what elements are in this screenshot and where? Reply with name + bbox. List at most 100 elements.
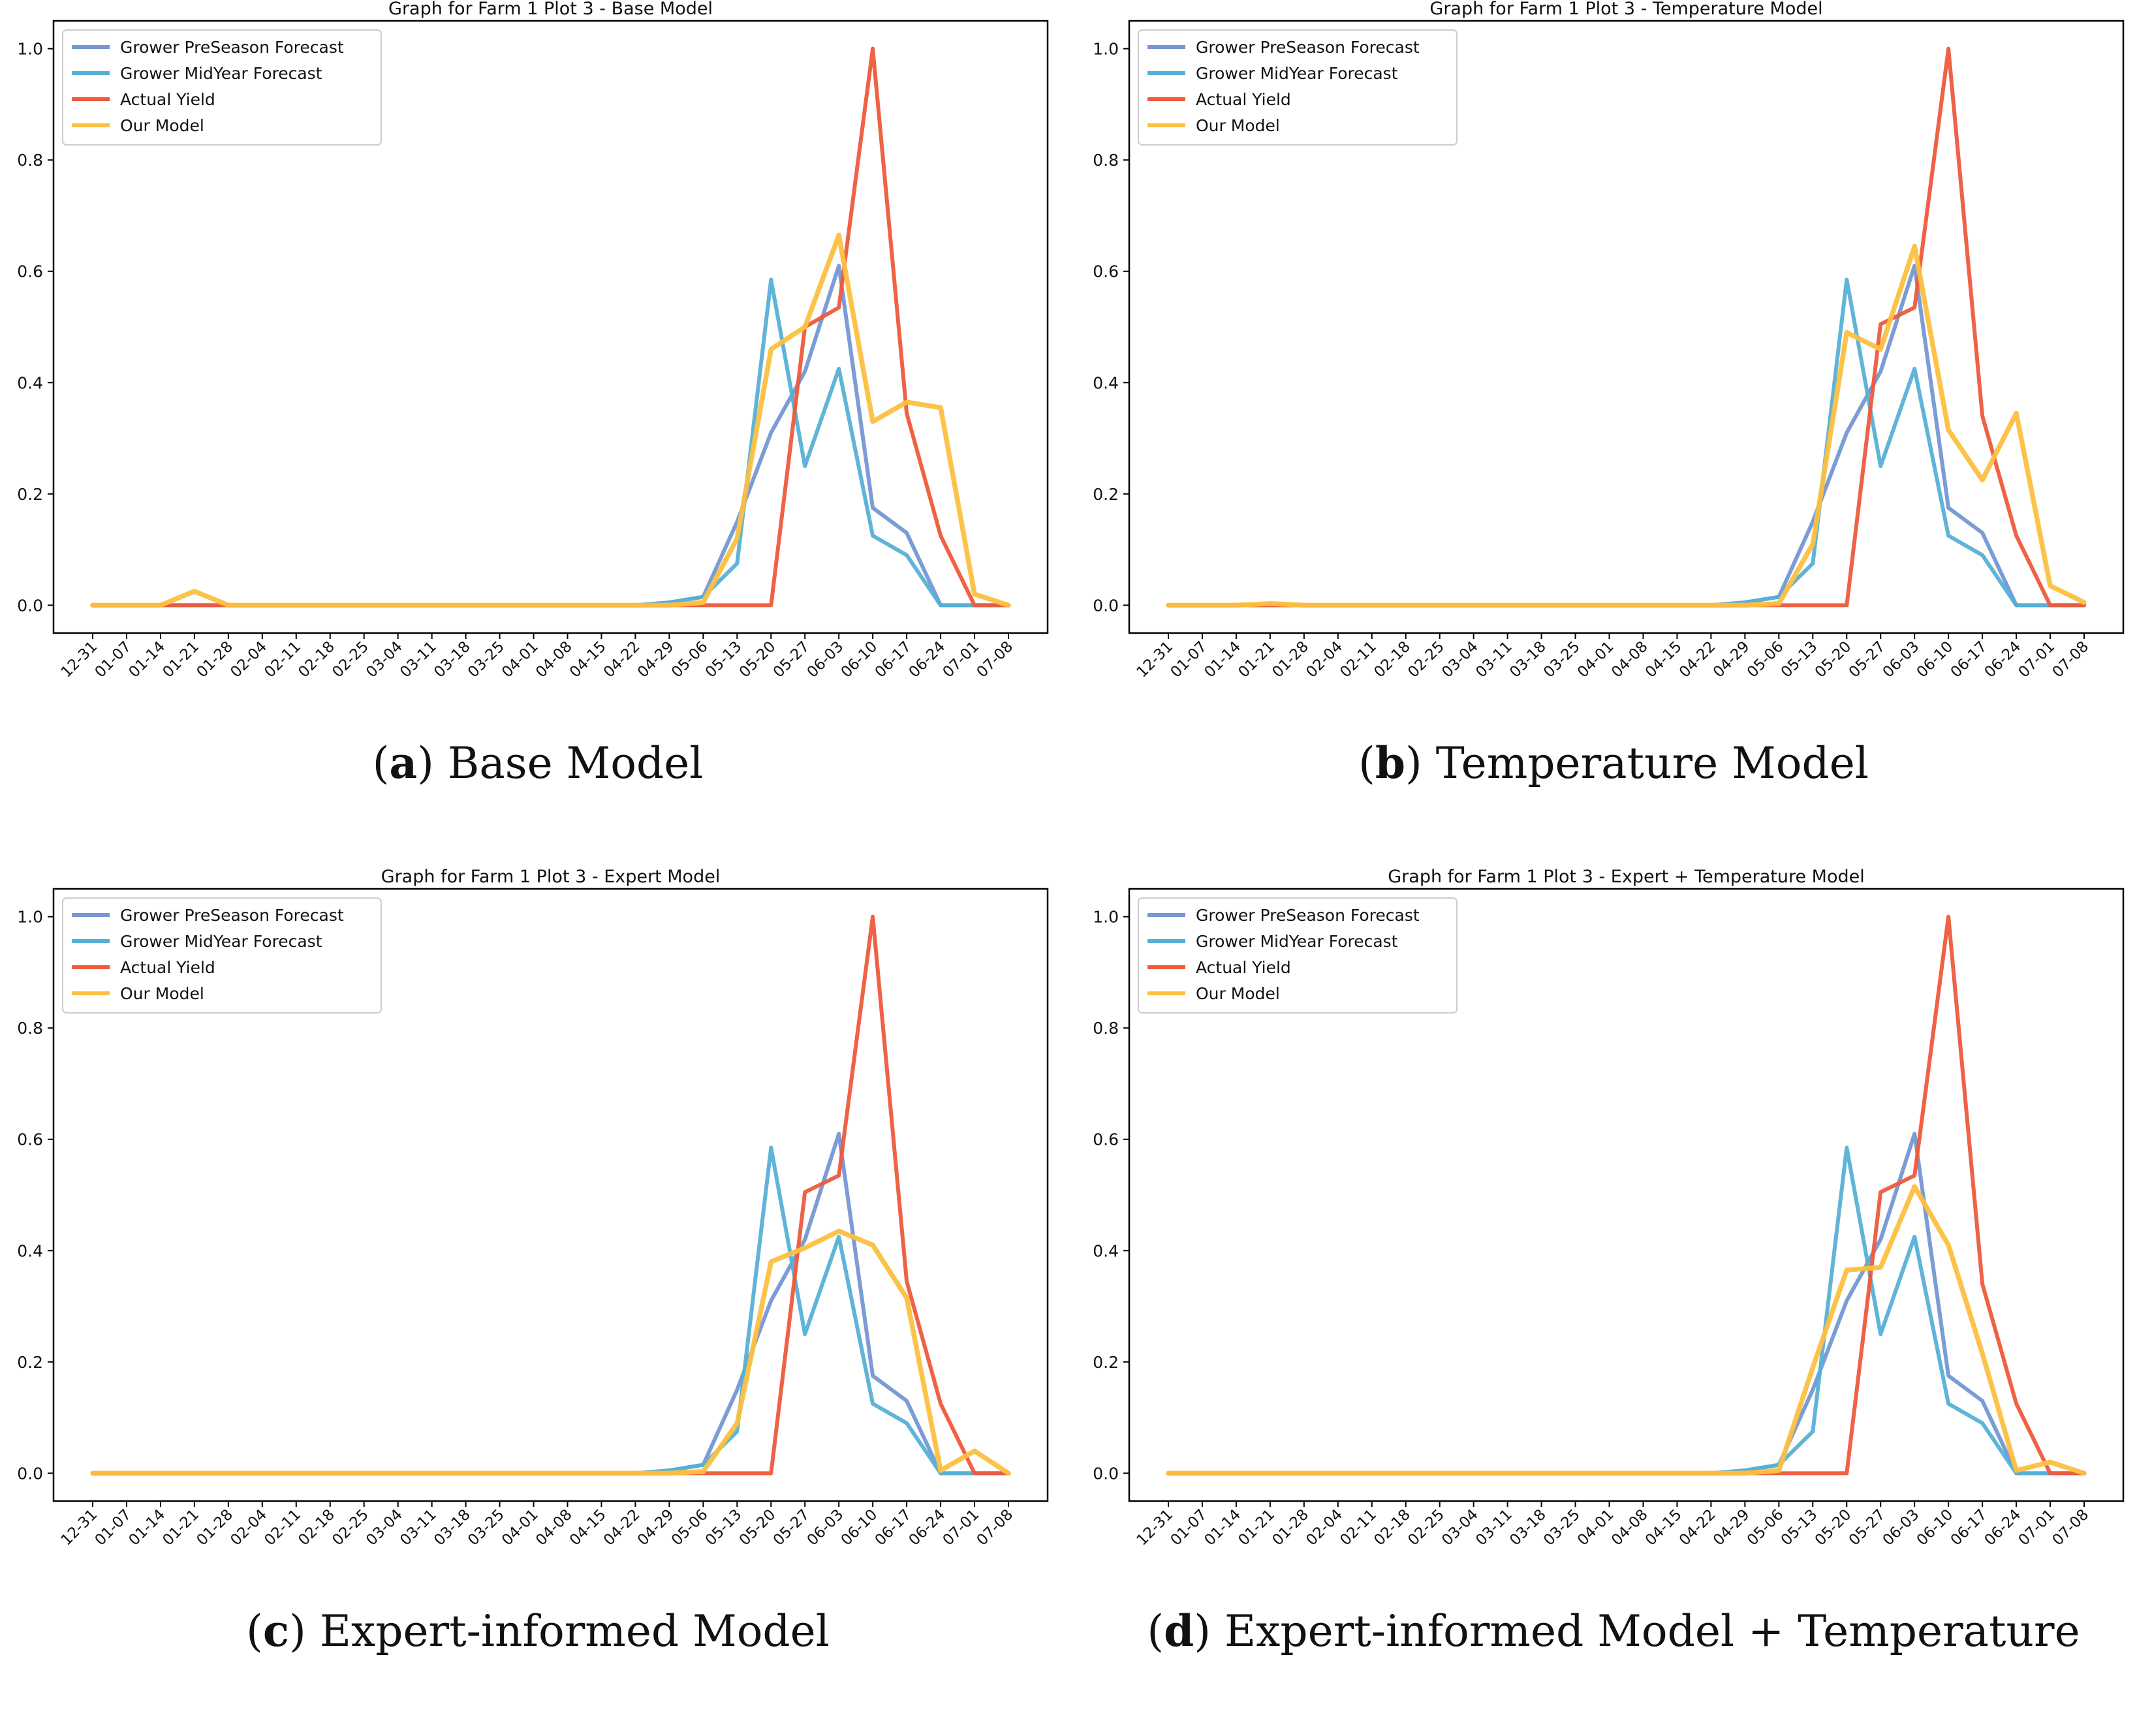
- y-tick-label: 0.0: [1093, 596, 1119, 615]
- y-tick-label: 0.4: [1093, 373, 1119, 392]
- x-tick-label: 06-17: [1948, 1506, 1991, 1549]
- x-tick-label: 01-21: [1235, 638, 1278, 681]
- x-tick-label: 02-11: [1337, 1506, 1380, 1549]
- caption-text: Expert-informed Model: [319, 1606, 830, 1656]
- x-tick-label: 05-27: [1846, 638, 1889, 681]
- x-tick-label: 07-08: [974, 638, 1017, 681]
- x-tick-label: 05-06: [1744, 1506, 1787, 1549]
- x-tick-label: 06-24: [906, 638, 949, 681]
- x-tick-label: 07-08: [2050, 638, 2093, 681]
- legend-label-actual: Actual Yield: [120, 958, 215, 977]
- y-tick-label: 1.0: [17, 908, 43, 927]
- x-tick-label: 06-10: [838, 1506, 881, 1549]
- legend-label-midyear: Grower MidYear Forecast: [120, 932, 322, 951]
- series-line-preseason: [91, 1132, 1010, 1476]
- y-tick-label: 0.6: [1093, 262, 1119, 281]
- chart-svg: Graph for Farm 1 Plot 3 - Expert + Tempe…: [1093, 867, 2125, 1549]
- x-tick-label: 04-22: [600, 638, 644, 681]
- y-tick-label: 1.0: [1093, 40, 1119, 59]
- legend-label-model: Our Model: [120, 116, 204, 135]
- legend-label-preseason: Grower PreSeason Forecast: [120, 906, 344, 925]
- x-tick-label: 06-10: [1914, 638, 1957, 681]
- legend-box: [1138, 897, 1458, 1014]
- chart-panel-temperature-model: Graph for Farm 1 Plot 3 - Temperature Mo…: [1076, 0, 2151, 868]
- x-tick-label: 02-18: [295, 1506, 338, 1549]
- y-tick-label: 0.0: [17, 1464, 43, 1483]
- x-tick-label: 02-04: [1303, 1506, 1346, 1549]
- chart-panel-expert-model: Graph for Farm 1 Plot 3 - Expert Model 0.…: [0, 867, 1076, 1736]
- x-tick-label: 02-18: [295, 638, 338, 681]
- x-tick-label: 05-06: [1744, 638, 1787, 681]
- y-tick-label: 0.2: [17, 1353, 43, 1372]
- x-tick-label: 04-15: [567, 638, 610, 681]
- x-tick-label: 02-11: [1337, 638, 1380, 681]
- x-tick-label: 01-28: [1269, 1506, 1312, 1549]
- x-tick-label: 05-27: [1846, 1506, 1889, 1549]
- x-tick-label: 04-22: [600, 1506, 644, 1549]
- x-tick-label: 07-01: [940, 1506, 983, 1549]
- caption-letter: d: [1164, 1605, 1194, 1656]
- x-tick-label: 07-01: [940, 638, 983, 681]
- x-tick-label: 03-04: [363, 638, 406, 681]
- axes-frame: [52, 888, 1049, 1502]
- x-tick-label: 02-25: [1405, 1506, 1448, 1549]
- axes-frame: [1128, 888, 2125, 1502]
- x-tick-label: 06-24: [1982, 638, 2025, 681]
- x-tick-label: 07-08: [2050, 1506, 2093, 1549]
- x-tick-label: 05-20: [736, 1506, 779, 1549]
- x-tick-label: 03-25: [1540, 638, 1583, 681]
- x-tick-label: 06-24: [906, 1506, 949, 1549]
- chart-panel-base-model: Graph for Farm 1 Plot 3 - Base Model 0.0 0…: [0, 0, 1076, 868]
- x-tick-label: 04-29: [1710, 1506, 1753, 1549]
- y-tick-label: 0.0: [17, 596, 43, 615]
- x-tick-label: 03-11: [1473, 638, 1516, 681]
- x-tick-label: 03-18: [431, 1506, 474, 1549]
- x-tick-label: 12-31: [58, 1506, 101, 1549]
- legend-box: [62, 897, 382, 1014]
- caption-text: Base Model: [447, 738, 704, 788]
- series-line-model: [90, 1228, 1011, 1476]
- y-tick-label: 0.8: [17, 1019, 43, 1038]
- series-line-preseason: [1166, 264, 2086, 608]
- x-tick-label: 04-15: [567, 1506, 610, 1549]
- series-line-preseason: [91, 264, 1010, 608]
- x-tick-label: 06-10: [838, 638, 881, 681]
- x-tick-label: 02-11: [261, 1506, 304, 1549]
- legend-label-model: Our Model: [1196, 984, 1280, 1003]
- caption-letter: c: [262, 1605, 290, 1656]
- legend-label-preseason: Grower PreSeason Forecast: [1196, 906, 1420, 925]
- x-tick-label: 03-11: [397, 638, 440, 681]
- x-tick-label: 06-24: [1982, 1506, 2025, 1549]
- x-tick-label: 05-20: [736, 638, 779, 681]
- x-tick-label: 01-28: [1269, 638, 1312, 681]
- legend-label-model: Our Model: [1196, 116, 1280, 135]
- x-tick-label: 01-21: [159, 1506, 202, 1549]
- x-tick-label: 03-18: [1506, 638, 1550, 681]
- x-tick-label: 06-03: [804, 1506, 847, 1549]
- series-line-model: [1166, 243, 2087, 608]
- legend: Grower PreSeason Forecast Grower MidYear …: [1138, 897, 1458, 1014]
- y-tick-label: 0.8: [1093, 151, 1119, 170]
- x-tick-label: 01-14: [126, 638, 169, 681]
- y-tick-label: 0.0: [1093, 1464, 1119, 1483]
- chart-title: Graph for Farm 1 Plot 3 - Expert Model: [381, 867, 721, 887]
- series-line-midyear: [1166, 1145, 2086, 1476]
- caption-letter: a: [389, 737, 418, 788]
- legend-label-preseason: Grower PreSeason Forecast: [1196, 38, 1420, 57]
- x-tick-label: 05-27: [770, 638, 813, 681]
- y-tick-label: 0.8: [17, 151, 43, 170]
- x-tick-label: 01-14: [1202, 1506, 1245, 1549]
- chart-title: Graph for Farm 1 Plot 3 - Expert + Tempe…: [1388, 867, 1864, 887]
- legend: Grower PreSeason Forecast Grower MidYear …: [1138, 29, 1458, 146]
- chart-svg: Graph for Farm 1 Plot 3 - Base Model 0.0 0…: [17, 0, 1049, 681]
- panel-caption: (b) Temperature Model: [1358, 737, 1869, 788]
- chart-title: Graph for Farm 1 Plot 3 - Temperature Mo…: [1429, 0, 1822, 19]
- chart-panel-expert-temperature-model: Graph for Farm 1 Plot 3 - Expert + Tempe…: [1076, 867, 2151, 1736]
- x-tick-label: 03-11: [397, 1506, 440, 1549]
- y-tick-label: 0.4: [17, 373, 43, 392]
- legend: Grower PreSeason Forecast Grower MidYear …: [62, 29, 382, 146]
- legend-box: [1138, 29, 1458, 146]
- x-tick-label: 01-07: [92, 638, 135, 681]
- series-line-preseason: [1166, 1132, 2086, 1476]
- x-tick-label: 04-29: [1710, 638, 1753, 681]
